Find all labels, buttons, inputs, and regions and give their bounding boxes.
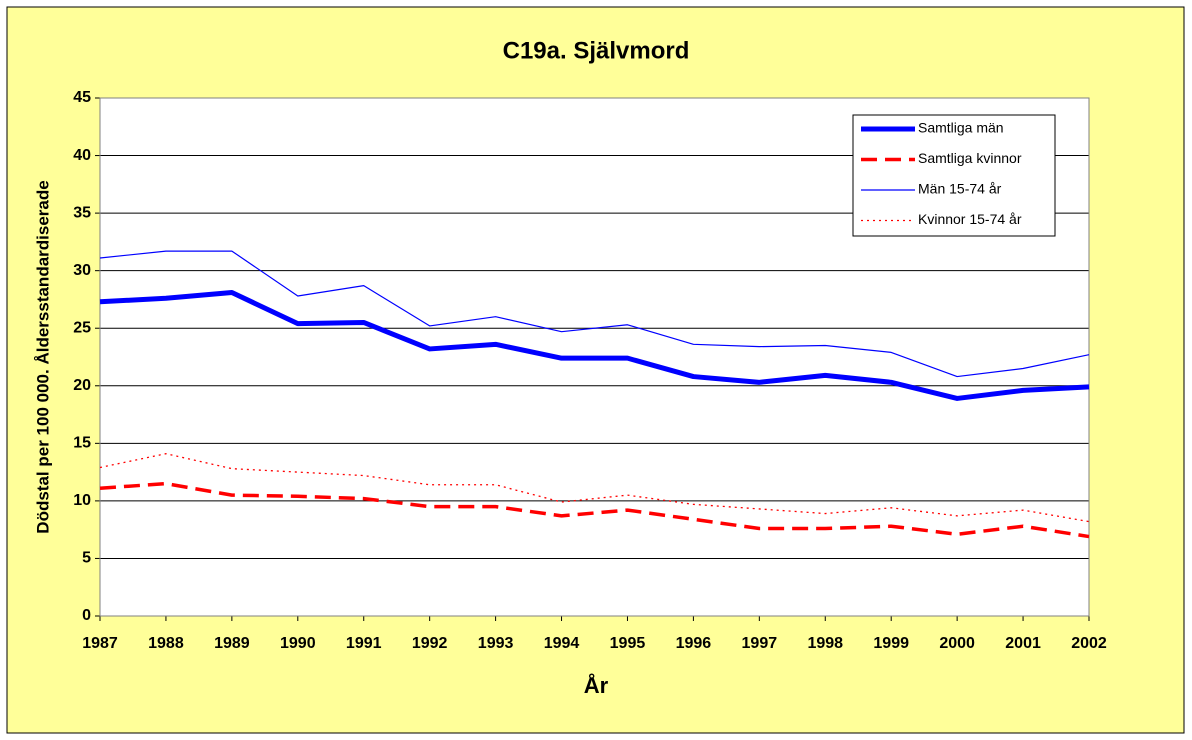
x-tick-label: 1999	[873, 635, 909, 652]
y-tick-label: 5	[82, 550, 91, 567]
plot-border	[99, 97, 1090, 617]
x-tick-label: 1996	[676, 635, 712, 652]
y-tick-label: 15	[73, 435, 91, 452]
y-axis-label: Dödstal per 100 000. Åldersstandardisera…	[33, 180, 52, 533]
x-tick-label: 1997	[742, 635, 778, 652]
chart-title: C19a. Självmord	[503, 37, 690, 64]
x-tick-label: 1994	[544, 635, 580, 652]
x-tick-label: 1991	[346, 635, 382, 652]
x-tick-label: 2000	[939, 635, 975, 652]
series-line	[99, 481, 1090, 539]
y-tick-label: 30	[73, 262, 91, 279]
y-tick-label: 45	[73, 89, 91, 106]
legend-box	[852, 114, 1056, 237]
x-tick-label: 1993	[478, 635, 514, 652]
legend-label: Samtliga män	[918, 120, 1004, 136]
x-tick-label: 1987	[82, 635, 118, 652]
series-line	[99, 250, 1090, 378]
x-tick-label: 1988	[148, 635, 184, 652]
y-tick-label: 40	[73, 147, 91, 164]
series-line	[99, 290, 1090, 401]
legend-label: Samtliga kvinnor	[918, 150, 1022, 166]
y-tick-label: 0	[82, 607, 91, 624]
legend-label: Kvinnor 15-74 år	[918, 211, 1022, 227]
x-tick-label: 1995	[610, 635, 646, 652]
y-tick-label: 20	[73, 377, 91, 394]
y-tick-label: 10	[73, 492, 91, 509]
y-tick-label: 35	[73, 204, 91, 221]
x-axis-label: År	[584, 672, 609, 698]
x-tick-label: 1989	[214, 635, 250, 652]
x-tick-label: 1990	[280, 635, 316, 652]
x-tick-label: 2002	[1071, 635, 1107, 652]
y-tick-label: 25	[73, 319, 91, 336]
x-tick-label: 2001	[1005, 635, 1041, 652]
x-tick-label: 1992	[412, 635, 448, 652]
legend-label: Män 15-74 år	[918, 181, 1002, 197]
x-tick-label: 1998	[807, 635, 843, 652]
